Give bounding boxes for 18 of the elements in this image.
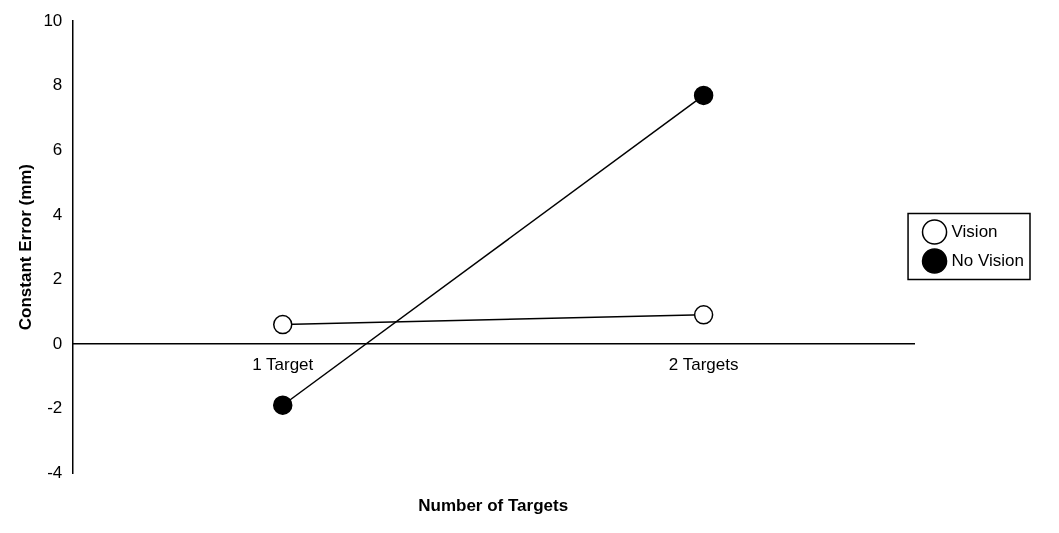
x-tick-label: 1 Target [252,354,314,374]
y-tick-label: 8 [52,75,63,95]
y-tick-label: 4 [52,204,63,224]
y-tick-label: 0 [52,333,63,353]
x-tick-label: 2 Targets [668,354,739,374]
y-tick-label: 2 [52,269,63,289]
y-axis-title: Constant Error (mm) [15,163,35,331]
x-axis-title: Number of Targets [418,496,569,516]
point [273,395,293,415]
y-tick-label: -2 [47,398,63,418]
legend-label: Vision [951,221,998,241]
legend-label: No Vision [951,250,1024,270]
y-tick-label: -4 [47,462,63,482]
y-tick-label: 10 [43,10,63,30]
point [693,305,714,325]
point [273,314,293,335]
y-tick-label: 6 [52,139,63,159]
point [693,85,714,106]
